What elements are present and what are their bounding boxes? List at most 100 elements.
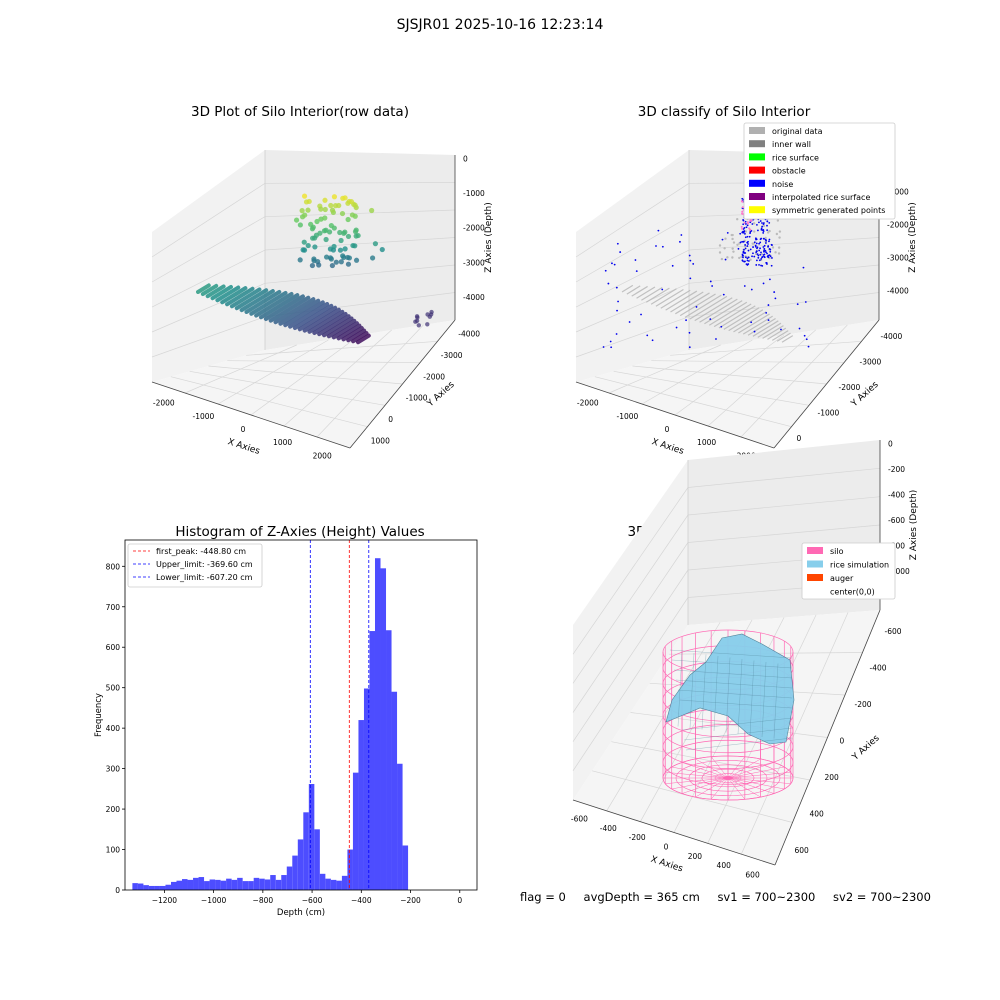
- avg-depth-text: avgDepth = 365 cm: [583, 890, 700, 904]
- grid-line: [687, 467, 881, 488]
- classified-point-column: [747, 317, 776, 336]
- rice-mesh-line: [677, 689, 793, 699]
- classified-point-column: [781, 335, 794, 343]
- raw-point: [301, 193, 308, 199]
- raw-point: [331, 194, 338, 200]
- original-point: [720, 257, 724, 261]
- original-point: [736, 218, 739, 221]
- x-tick-label: -200: [629, 833, 646, 842]
- y-axis-line: [773, 319, 880, 449]
- original-point: [731, 237, 734, 241]
- histogram-bar: [248, 881, 254, 890]
- raw-point-column: [346, 328, 367, 343]
- legend-swatch: [749, 179, 765, 187]
- y-axis-label: Frequency: [94, 693, 104, 737]
- x-axis-line: [151, 381, 351, 449]
- legend-label: center(0,0): [830, 588, 875, 597]
- noise-point: [744, 220, 747, 223]
- legend-label: noise: [772, 180, 793, 189]
- histogram-bar: [341, 875, 348, 890]
- histogram-bar: [215, 879, 221, 890]
- legend-swatch: [749, 193, 765, 200]
- noise-point: [685, 319, 687, 322]
- original-point: [743, 245, 747, 248]
- histogram-bar: [226, 878, 232, 890]
- noise-point: [754, 237, 757, 240]
- histogram-bar: [308, 783, 315, 890]
- rice-mesh-line: [737, 658, 743, 735]
- raw-point: [353, 227, 359, 233]
- noise-point: [737, 247, 740, 250]
- noise-point: [804, 301, 807, 303]
- raw-point-column: [229, 287, 262, 309]
- noise-point: [759, 247, 761, 250]
- histogram-bar: [193, 877, 199, 890]
- histogram-bar: [319, 873, 326, 890]
- histogram-bar: [187, 879, 194, 890]
- histogram-bar: [148, 885, 155, 890]
- noise-point: [744, 232, 746, 235]
- raw-point-column: [263, 294, 305, 322]
- raw-point-column: [283, 300, 325, 328]
- grid-line: [316, 324, 424, 438]
- grid-line: [572, 487, 689, 655]
- rice-mesh-line: [713, 655, 719, 732]
- silo-floor-spoke: [671, 777, 729, 790]
- classified-point-column: [708, 301, 748, 326]
- y-tick-label: 100: [106, 846, 121, 855]
- histogram-legend: first_peak: -448.80 cm Upper_limit: -369.…: [127, 543, 263, 588]
- z-tick-label: -800: [888, 541, 905, 550]
- noise-point: [767, 245, 770, 247]
- silo-floor-spoke: [710, 777, 729, 800]
- raw-point: [345, 261, 352, 267]
- x-tick-label: 200: [688, 852, 703, 861]
- noise-point: [722, 293, 725, 296]
- noise-point: [749, 248, 752, 251]
- noise-point: [758, 263, 760, 266]
- raw-point-column: [292, 303, 334, 331]
- noise-point: [761, 222, 763, 224]
- noise-point: [744, 236, 747, 239]
- y-tick-label: 600: [106, 643, 121, 652]
- grid-line: [688, 292, 880, 318]
- x-tick-label: 0: [665, 425, 670, 434]
- rice-surface-point: [743, 222, 746, 225]
- histogram-bar: [137, 883, 144, 890]
- raw-point-column: [351, 331, 369, 344]
- noise-point: [753, 330, 756, 333]
- original-point: [762, 224, 766, 228]
- noise-point: [761, 256, 763, 259]
- noise-point: [763, 222, 765, 224]
- noise-point: [607, 282, 610, 285]
- classified-point-column: [621, 284, 634, 293]
- raw-point: [370, 255, 376, 261]
- original-point: [764, 236, 767, 240]
- classified-point-column: [733, 311, 767, 333]
- histogram-bar: [391, 691, 398, 890]
- classified-point-column: [699, 298, 738, 323]
- histogram-bar: [237, 877, 243, 890]
- noise-point: [651, 339, 654, 342]
- grid-line: [575, 216, 690, 283]
- raw-point: [321, 228, 328, 234]
- raw-point: [414, 318, 420, 323]
- histogram-bar: [242, 881, 249, 890]
- x-axis-label: X Axies: [650, 437, 685, 457]
- y-tick-label: 200: [825, 773, 840, 782]
- raw-point: [415, 315, 420, 320]
- raw-point-column: [268, 295, 311, 323]
- classified-point-column: [645, 287, 670, 303]
- legend-swatch: [749, 127, 765, 134]
- x-tick-label: 0: [664, 843, 669, 852]
- classified-point-column: [655, 288, 684, 307]
- x-tick-label: 1000: [697, 438, 716, 447]
- histogram-bar: [303, 812, 309, 890]
- histogram-bar: [220, 880, 227, 890]
- raw-point: [323, 254, 330, 260]
- classified-point-column: [660, 289, 691, 309]
- legend-label: rice simulation: [830, 561, 889, 570]
- y-tick-label: 0: [797, 434, 802, 443]
- noise-point: [771, 244, 773, 246]
- noise-point: [754, 244, 757, 247]
